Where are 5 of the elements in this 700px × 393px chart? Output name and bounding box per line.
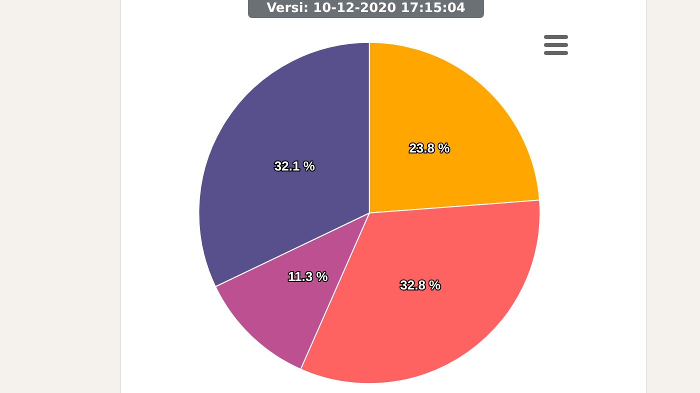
chart-title: Versi: 10-12-2020 17:15:04: [248, 0, 484, 18]
data-label: 32.1 %: [274, 158, 316, 174]
data-label: 11.3 %: [288, 268, 328, 284]
data-label: 32.8 %: [400, 278, 442, 293]
data-label: 23.8 %: [409, 140, 450, 156]
